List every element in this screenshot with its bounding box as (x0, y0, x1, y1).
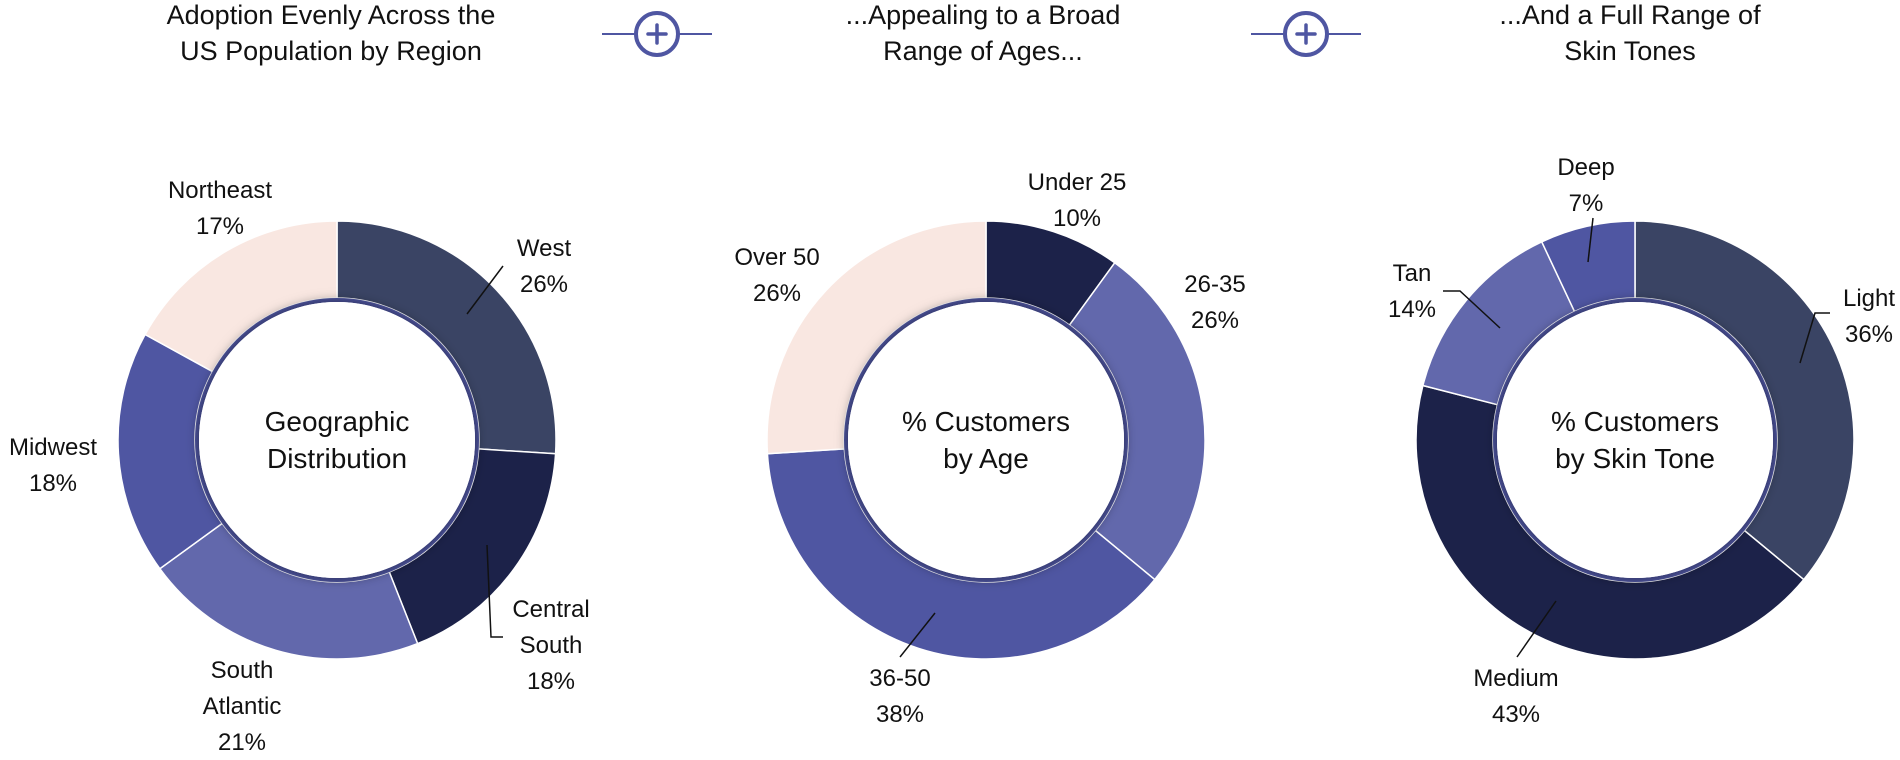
slice-value: 17% (196, 213, 244, 240)
center-label-line: by Age (943, 443, 1029, 474)
slice-name: Central (512, 596, 589, 623)
slice-value: 26% (520, 271, 568, 298)
slice-value: 38% (876, 701, 924, 728)
donut-chart-2: % Customers by Age Under 25 10% 26-35 26% 36-5… (734, 169, 1245, 728)
slice-name: Medium (1473, 665, 1558, 692)
slice-value: 26% (753, 280, 801, 307)
center-label: % Customers by Skin Tone (1551, 406, 1719, 474)
slice-name: Deep (1557, 154, 1614, 181)
section-header-line: ...Appealing to a Broad (846, 0, 1121, 30)
center-label: % Customers by Age (902, 406, 1070, 474)
slice-value: 14% (1388, 296, 1436, 323)
slice-value: 18% (29, 470, 77, 497)
leader-line-deep (1587, 217, 1594, 263)
donut-chart-1: Geographic Distribution West 26% Central Sout… (9, 177, 590, 756)
slice-26-35 (1068, 261, 1206, 581)
center-label-line: Distribution (267, 443, 407, 474)
center-label-line: by Skin Tone (1555, 443, 1715, 474)
slice-label-26-35: 26-35 26% (1184, 271, 1245, 334)
slice-label-deep: Deep 7% (1557, 154, 1614, 217)
section-header-3: ...And a Full Range of Skin Tones (1499, 0, 1761, 66)
slice-value: 10% (1053, 205, 1101, 232)
leader-line-light (1799, 312, 1830, 364)
slice-value: 43% (1492, 701, 1540, 728)
section-header-line: ...And a Full Range of (1499, 0, 1761, 30)
slice-name: West (517, 235, 572, 262)
center-label-line: Geographic (265, 406, 410, 437)
leader-line-west (466, 265, 504, 315)
slice-name: South (211, 657, 274, 684)
donut-hole-face (848, 302, 1124, 578)
leader-line-36-50 (899, 612, 936, 658)
slice-name: 26-35 (1184, 271, 1245, 298)
slice-name: Northeast (168, 177, 272, 204)
slice-label-36-50: 36-50 38% (869, 665, 930, 728)
slice-name: South (520, 632, 583, 659)
section-header-line: Range of Ages... (883, 36, 1083, 66)
slice-name: Under 25 (1028, 169, 1127, 196)
slice-value: 36% (1845, 321, 1893, 348)
slice-name: Atlantic (203, 693, 282, 720)
leader-line-tan (1443, 290, 1501, 329)
section-header-2: ...Appealing to a Broad Range of Ages... (846, 0, 1121, 66)
slice-west (336, 220, 557, 455)
center-label-line: % Customers (902, 406, 1070, 437)
donut-chart-3: % Customers by Skin Tone Light 36% Medium 43%… (1388, 154, 1895, 728)
slice-label-light: Light 36% (1843, 285, 1895, 348)
donut-hole-face (1497, 302, 1773, 578)
section-header-line: Skin Tones (1564, 36, 1696, 66)
slice-name: 36-50 (869, 665, 930, 692)
slice-label-south-atlantic: South Atlantic 21% (203, 657, 282, 755)
slice-label-under-25: Under 25 10% (1028, 169, 1127, 232)
slice-label-tan: Tan 14% (1388, 260, 1436, 323)
leader-line-central-south (486, 544, 503, 638)
plus-circle-icon (1251, 11, 1361, 57)
slice-label-over-50: Over 50 26% (734, 244, 819, 307)
slice-name: Tan (1393, 260, 1432, 287)
center-label: Geographic Distribution (265, 406, 410, 474)
slice-name: Light (1843, 285, 1895, 312)
slice-value: 21% (218, 729, 266, 755)
slice-label-northeast: Northeast 17% (168, 177, 272, 240)
slice-label-midwest: Midwest 18% (9, 434, 97, 497)
slice-value: 18% (527, 668, 575, 695)
donut-hole-face (199, 302, 475, 578)
section-header-line: US Population by Region (180, 36, 482, 66)
slice-name: Midwest (9, 434, 97, 461)
slice-name: Over 50 (734, 244, 819, 271)
slice-label-west: West 26% (517, 235, 572, 298)
center-label-line: % Customers (1551, 406, 1719, 437)
slice-over-50 (766, 220, 987, 455)
slice-value: 7% (1569, 190, 1604, 217)
slice-value: 26% (1191, 307, 1239, 334)
slice-label-medium: Medium 43% (1473, 665, 1558, 728)
slice-label-central-south: Central South 18% (512, 596, 589, 695)
section-header-1: Adoption Evenly Across the US Population … (167, 0, 496, 66)
section-header-line: Adoption Evenly Across the (167, 0, 496, 30)
plus-circle-icon (602, 11, 712, 57)
leader-line-medium (1516, 600, 1557, 658)
